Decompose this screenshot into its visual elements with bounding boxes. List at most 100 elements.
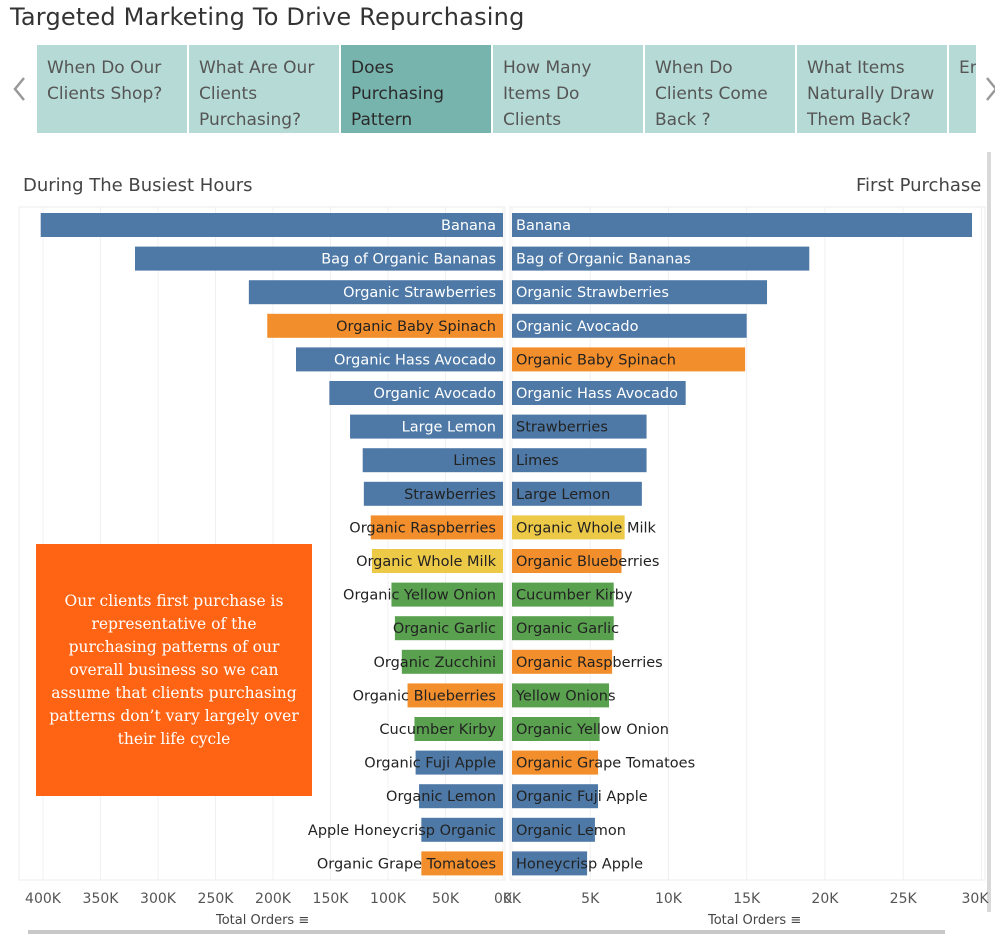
- right-bar-organic-garlic[interactable]: [512, 616, 614, 641]
- left-bar-organic-lemon[interactable]: [419, 784, 503, 809]
- left-axis-title-text: Total Orders: [216, 913, 295, 928]
- sort-icon[interactable]: ≡: [790, 913, 802, 928]
- right-bar-organic-fuji-apple[interactable]: [512, 784, 599, 809]
- left-bar-organic-whole-milk[interactable]: [371, 549, 503, 573]
- left-bar-label: Organic Grape Tomatoes: [317, 856, 496, 872]
- right-bar-yellow-onions[interactable]: [512, 683, 610, 708]
- right-bar-label: Organic Lemon: [516, 823, 626, 839]
- insight-callout: Our clients first purchase is representa…: [36, 544, 312, 796]
- right-bar-bag-of-organic-bananas[interactable]: [512, 246, 810, 271]
- right-axis-title-text: Total Orders: [708, 913, 787, 928]
- left-bar-strawberries[interactable]: [363, 481, 503, 506]
- right-tick-label: 10K: [655, 891, 683, 907]
- story-point-tabs: When Do Our Clients Shop? What Are Our C…: [37, 45, 976, 133]
- left-bar-label: Organic Zucchini: [373, 655, 496, 671]
- left-bar-organic-strawberries[interactable]: [248, 280, 503, 305]
- right-bar-label: Banana: [516, 218, 571, 234]
- chevron-left-icon[interactable]: [12, 74, 26, 104]
- right-bar-honeycrisp-apple[interactable]: [512, 851, 588, 876]
- right-bar-label: Organic Fuji Apple: [516, 789, 648, 805]
- right-bar-label: Organic Avocado: [516, 319, 639, 335]
- right-tick-label: 20K: [811, 891, 839, 907]
- story-tab-when-shop[interactable]: When Do Our Clients Shop?: [37, 45, 187, 133]
- left-bar-limes[interactable]: [362, 448, 503, 473]
- right-bar-label: Organic Raspberries: [516, 655, 663, 671]
- right-bar-label: Strawberries: [516, 420, 608, 436]
- left-bar-organic-avocado[interactable]: [329, 381, 503, 405]
- story-tab-how-many-items[interactable]: How Many Items Do Clients: [493, 45, 643, 133]
- left-bar-organic-garlic[interactable]: [394, 616, 503, 641]
- left-bar-organic-zucchini[interactable]: [401, 649, 503, 674]
- left-tick-label: 150K: [313, 891, 350, 907]
- right-bar-organic-strawberries[interactable]: [512, 280, 768, 305]
- left-bar-label: Organic Baby Spinach: [336, 319, 496, 335]
- right-axis-title: Total Orders ≡: [708, 913, 801, 928]
- right-bar-label: Yellow Onions: [515, 688, 616, 704]
- horizontal-scrollbar[interactable]: [28, 930, 945, 934]
- vertical-scrollbar[interactable]: [987, 152, 991, 912]
- left-bar-label: Strawberries: [404, 487, 496, 503]
- right-tick-label: 0K: [503, 891, 522, 907]
- left-tick-label: 200K: [255, 891, 292, 907]
- right-bar-organic-hass-avocado[interactable]: [512, 381, 686, 405]
- right-bar-organic-blueberries[interactable]: [512, 549, 622, 573]
- right-bar-organic-baby-spinach[interactable]: [512, 347, 746, 372]
- sort-icon[interactable]: ≡: [298, 913, 310, 928]
- right-bar-organic-raspberries[interactable]: [512, 649, 613, 674]
- right-bar-strawberries[interactable]: [512, 414, 647, 439]
- right-bar-label: Organic Garlic: [516, 621, 619, 637]
- left-bar-label: Organic Strawberries: [343, 285, 496, 301]
- right-bar-label: Organic Strawberries: [516, 285, 669, 301]
- right-bar-label: Organic Hass Avocado: [516, 386, 678, 402]
- left-bar-label: Organic Fuji Apple: [364, 756, 496, 772]
- left-bar-organic-grape-tomatoes[interactable]: [421, 851, 503, 876]
- story-tab-when-come-back[interactable]: When Do Clients Come Back ?: [645, 45, 795, 133]
- chevron-right-icon[interactable]: [984, 74, 995, 104]
- left-bar-organic-blueberries[interactable]: [407, 683, 503, 708]
- right-bar-organic-lemon[interactable]: [512, 817, 595, 842]
- right-bar-label: Bag of Organic Bananas: [516, 252, 691, 268]
- left-bar-bag-of-organic-bananas[interactable]: [135, 246, 503, 271]
- left-bar-label: Organic Yellow Onion: [343, 588, 496, 604]
- left-tick-label: 300K: [140, 891, 177, 907]
- left-bar-label: Cucumber Kirby: [379, 722, 496, 738]
- story-tab-what-purchasing[interactable]: What Are Our Clients Purchasing?: [189, 45, 339, 133]
- left-bar-label: Organic Lemon: [386, 789, 496, 805]
- right-bar-large-lemon[interactable]: [512, 481, 642, 506]
- story-tab-partial[interactable]: En Th Po: [949, 45, 976, 133]
- story-tab-purchasing-pattern[interactable]: Does Purchasing Pattern: [341, 45, 491, 133]
- right-bar-label: Organic Baby Spinach: [516, 352, 676, 368]
- right-bar-limes[interactable]: [512, 448, 647, 473]
- left-bar-apple-honeycrisp-organic[interactable]: [421, 817, 503, 842]
- left-bar-organic-raspberries[interactable]: [370, 515, 503, 540]
- left-bar-label: Banana: [441, 218, 496, 234]
- left-bar-organic-hass-avocado[interactable]: [296, 347, 503, 372]
- right-bar-label: Limes: [516, 453, 559, 469]
- right-bar-organic-avocado[interactable]: [512, 313, 747, 338]
- right-tick-label: 25K: [890, 891, 918, 907]
- right-bar-organic-yellow-onion[interactable]: [512, 717, 600, 741]
- left-bar-label: Organic Raspberries: [349, 520, 496, 536]
- callout-text: Our clients first purchase is representa…: [49, 591, 299, 748]
- left-tick-label: 400K: [25, 891, 62, 907]
- right-bar-organic-grape-tomatoes[interactable]: [512, 750, 599, 775]
- left-bar-banana[interactable]: [40, 213, 503, 237]
- left-bar-cucumber-kirby[interactable]: [414, 717, 503, 741]
- right-bar-label: Organic Yellow Onion: [516, 722, 669, 738]
- left-bar-organic-baby-spinach[interactable]: [267, 313, 503, 338]
- left-bar-large-lemon[interactable]: [350, 414, 503, 439]
- left-bar-organic-yellow-onion[interactable]: [391, 582, 503, 607]
- right-bar-banana[interactable]: [512, 213, 972, 237]
- left-axis-title: Total Orders ≡: [216, 913, 309, 928]
- right-bar-organic-whole-milk[interactable]: [512, 515, 625, 540]
- right-bar-label: Large Lemon: [516, 487, 610, 503]
- left-bar-label: Apple Honeycrisp Organic: [308, 823, 496, 839]
- left-bar-label: Organic Blueberries: [353, 688, 496, 704]
- dashboard-title: Targeted Marketing To Drive Repurchasing: [10, 3, 525, 31]
- left-bar-organic-fuji-apple[interactable]: [415, 750, 503, 775]
- left-bar-label: Limes: [453, 453, 496, 469]
- story-tab-what-draws-back[interactable]: What Items Naturally Draw Them Back?: [797, 45, 947, 133]
- right-bar-label: Cucumber Kirby: [516, 588, 633, 604]
- right-bar-cucumber-kirby[interactable]: [512, 582, 614, 607]
